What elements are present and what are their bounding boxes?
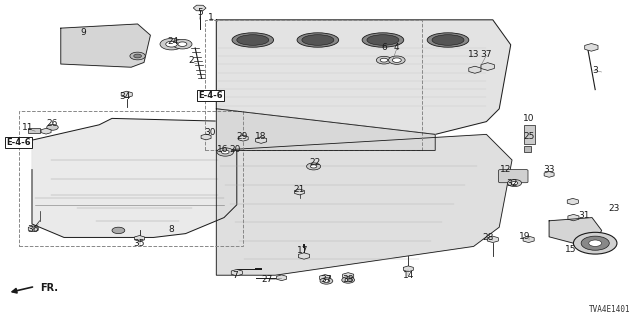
- Text: 34: 34: [119, 92, 131, 101]
- Text: 25: 25: [523, 132, 534, 141]
- Text: 38: 38: [342, 275, 354, 284]
- Circle shape: [388, 56, 405, 64]
- Circle shape: [380, 58, 388, 62]
- Text: 23: 23: [609, 204, 620, 212]
- Circle shape: [217, 148, 234, 156]
- Ellipse shape: [362, 33, 404, 47]
- Ellipse shape: [232, 33, 274, 47]
- Text: 32: 32: [506, 179, 518, 188]
- Circle shape: [323, 279, 330, 283]
- Text: 24: 24: [167, 37, 179, 46]
- Text: 36: 36: [28, 225, 39, 234]
- Text: 6: 6: [381, 43, 387, 52]
- Ellipse shape: [432, 35, 464, 45]
- Circle shape: [508, 180, 522, 187]
- Bar: [205, 20, 422, 150]
- Text: 31: 31: [578, 211, 589, 220]
- Circle shape: [307, 163, 321, 170]
- Text: 29: 29: [236, 132, 248, 140]
- Text: 18: 18: [255, 132, 267, 140]
- Text: 27: 27: [262, 275, 273, 284]
- Circle shape: [345, 278, 351, 282]
- Text: 37: 37: [481, 50, 492, 59]
- Text: 21: 21: [294, 185, 305, 194]
- Polygon shape: [216, 134, 512, 275]
- Text: 22: 22: [309, 158, 321, 167]
- Circle shape: [134, 54, 141, 58]
- Text: 26: 26: [47, 119, 58, 128]
- Ellipse shape: [428, 33, 468, 47]
- Ellipse shape: [297, 33, 339, 47]
- Text: 3: 3: [593, 66, 598, 75]
- Text: 10: 10: [523, 114, 534, 123]
- Ellipse shape: [302, 35, 334, 45]
- FancyBboxPatch shape: [499, 170, 528, 183]
- Circle shape: [178, 42, 187, 46]
- Text: 2: 2: [188, 56, 193, 65]
- Text: 15: 15: [565, 245, 577, 254]
- Text: 1: 1: [209, 13, 214, 22]
- Text: 37: 37: [321, 275, 332, 284]
- Text: E-4-6: E-4-6: [198, 91, 223, 100]
- Circle shape: [47, 124, 58, 130]
- Polygon shape: [216, 109, 435, 150]
- Text: 30: 30: [204, 128, 216, 137]
- Circle shape: [112, 227, 125, 234]
- Text: 20: 20: [230, 145, 241, 154]
- Circle shape: [589, 240, 602, 246]
- Circle shape: [511, 181, 518, 185]
- Circle shape: [392, 58, 401, 62]
- Circle shape: [320, 278, 333, 284]
- Text: 8: 8: [169, 225, 174, 234]
- Text: 35: 35: [134, 239, 145, 248]
- Bar: [19, 111, 243, 246]
- Text: TVA4E1401: TVA4E1401: [589, 305, 630, 314]
- Bar: [28, 128, 40, 133]
- Circle shape: [573, 232, 617, 254]
- Ellipse shape: [367, 35, 399, 45]
- Circle shape: [376, 56, 392, 64]
- Text: E-4-6: E-4-6: [6, 138, 31, 147]
- Polygon shape: [216, 20, 511, 134]
- Circle shape: [130, 52, 145, 60]
- Text: 7: 7: [233, 271, 238, 280]
- Circle shape: [166, 41, 177, 47]
- Ellipse shape: [237, 35, 269, 45]
- Text: 12: 12: [500, 165, 511, 174]
- Bar: [524, 125, 535, 144]
- Text: 17: 17: [297, 246, 308, 255]
- Circle shape: [160, 38, 183, 50]
- Circle shape: [342, 277, 355, 283]
- Text: 4: 4: [394, 43, 399, 52]
- Polygon shape: [61, 24, 150, 67]
- Text: 5: 5: [198, 8, 203, 17]
- Text: 14: 14: [403, 271, 414, 280]
- Text: 28: 28: [482, 233, 493, 242]
- Circle shape: [581, 236, 609, 250]
- Text: FR.: FR.: [40, 283, 58, 293]
- Polygon shape: [32, 118, 237, 237]
- Text: 19: 19: [519, 232, 531, 241]
- Circle shape: [310, 165, 317, 168]
- Text: 11: 11: [22, 123, 34, 132]
- Text: 16: 16: [217, 145, 228, 154]
- Circle shape: [173, 39, 192, 49]
- Bar: [524, 146, 531, 152]
- Circle shape: [221, 150, 229, 154]
- Polygon shape: [549, 218, 602, 244]
- Text: 13: 13: [468, 50, 479, 59]
- Text: 9: 9: [81, 28, 86, 36]
- Text: 33: 33: [543, 165, 555, 174]
